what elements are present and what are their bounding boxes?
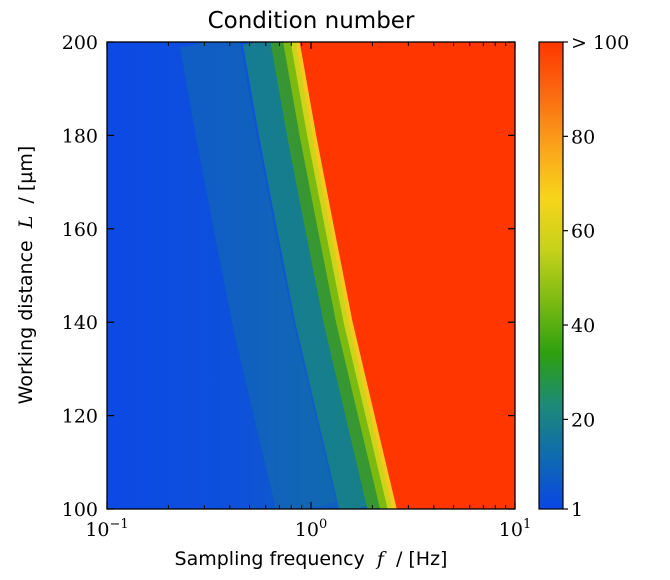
transition-band	[290, 42, 394, 509]
x-tick-label: 10−1	[85, 517, 128, 541]
colorbar-tick-label: 80	[571, 126, 595, 148]
x-axis-label-suffix: / [Hz]	[396, 548, 448, 570]
x-axis-label-prefix: Sampling frequency	[175, 548, 365, 570]
high-condition-region	[299, 42, 515, 509]
y-tick-label: 100	[62, 499, 98, 521]
heatmap	[107, 42, 515, 509]
colorbar-tick-label: 20	[571, 409, 595, 431]
transition-band	[295, 42, 397, 509]
transition-band	[180, 42, 336, 509]
colorbar-tick-label: 60	[571, 221, 595, 243]
x-axis-label: Sampling frequency f / [Hz]	[175, 548, 448, 570]
x-axis: 10−1 100 101	[85, 42, 531, 541]
transition-band	[270, 42, 382, 509]
colorbar-ticks: 1 20 40 60 80 > 100	[563, 32, 629, 521]
transition-band	[242, 42, 370, 509]
y-axis-label-symbol: L	[15, 216, 37, 230]
y-tick-label: 200	[62, 32, 98, 54]
colorbar-tick-label: 1	[571, 499, 583, 521]
y-axis-label-suffix: / [µm]	[15, 146, 37, 204]
y-axis: 100 120 140 160 180 200	[62, 32, 515, 521]
y-axis-label: Working distance L / [µm]	[15, 146, 37, 405]
x-tick-label: 100	[295, 517, 327, 541]
y-tick-label: 120	[62, 406, 98, 428]
chart-title: Condition number	[208, 8, 415, 34]
transition-band	[283, 42, 390, 509]
y-tick-label: 140	[62, 312, 98, 334]
colorbar	[538, 41, 564, 510]
colorbar-tick-label: > 100	[571, 32, 629, 54]
y-axis-label-prefix: Working distance	[15, 240, 37, 404]
colorbar-tick-label: 40	[571, 315, 595, 337]
x-tick-label: 101	[499, 517, 531, 541]
y-tick-label: 180	[62, 125, 98, 147]
y-tick-label: 160	[62, 219, 98, 241]
x-axis-label-symbol: f	[375, 548, 387, 570]
